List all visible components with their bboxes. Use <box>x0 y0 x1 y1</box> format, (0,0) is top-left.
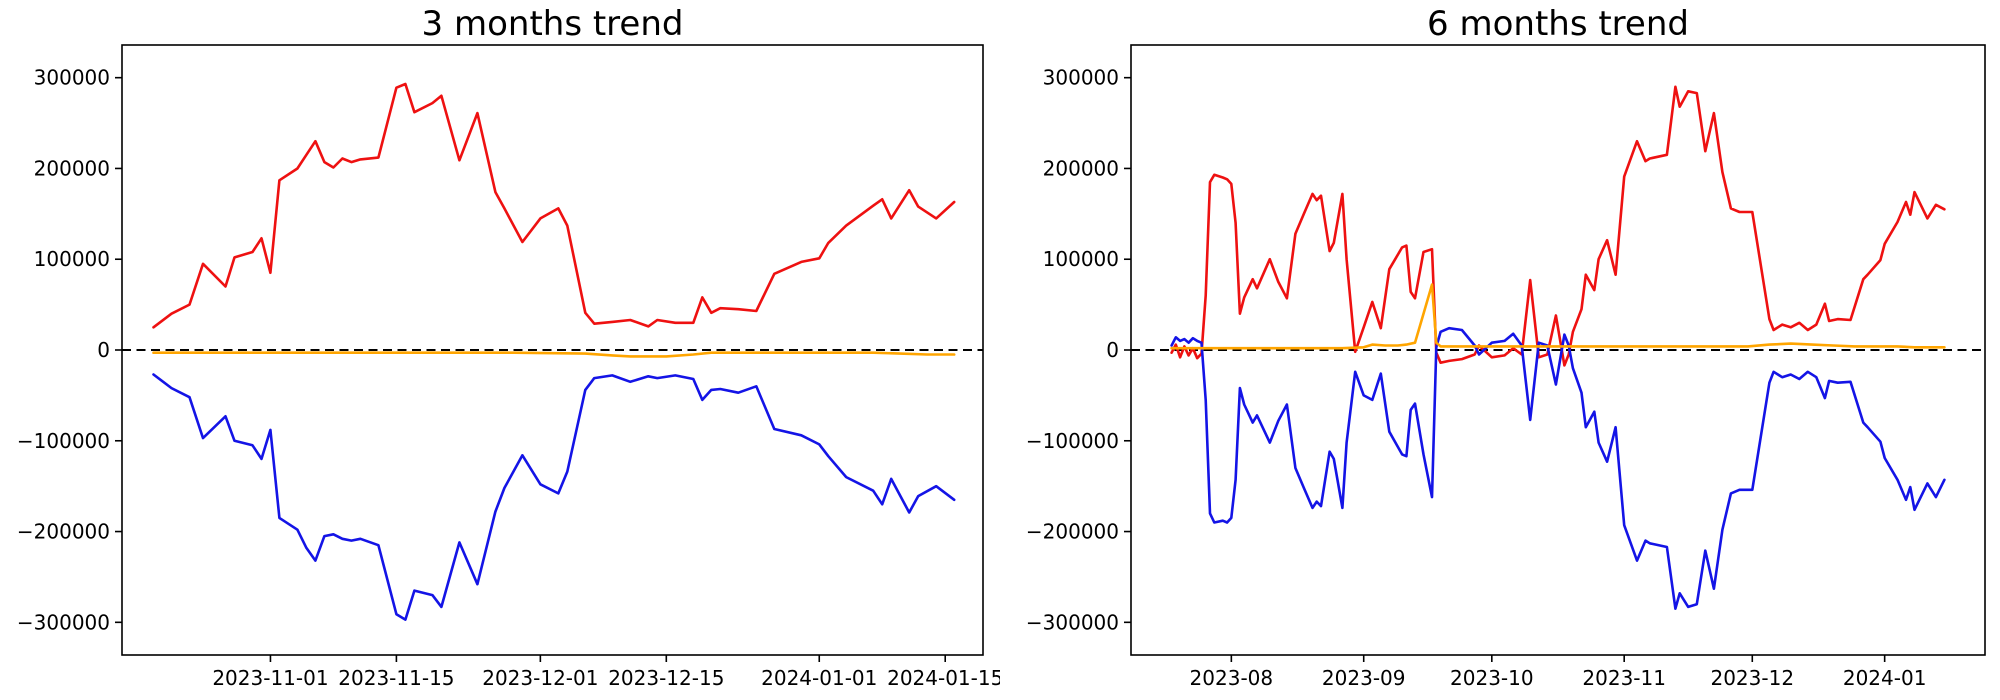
x-axis-tick-label: 2024-01 <box>1843 666 1927 690</box>
y-axis-tick-label: −100000 <box>1026 429 1119 453</box>
series-line-lower-trend-blue <box>1170 326 1946 611</box>
y-axis-tick-label: 0 <box>97 338 110 362</box>
chart-title-6-months: 6 months trend <box>1427 4 1689 44</box>
y-axis-tick-label: −200000 <box>17 520 110 544</box>
y-axis-tick-label: 100000 <box>1043 247 1119 271</box>
y-axis-tick-label: 0 <box>1106 338 1119 362</box>
y-axis-tick-label: 100000 <box>34 247 110 271</box>
y-axis-tick-label: 300000 <box>1043 66 1119 90</box>
series-line-lower-trend-blue <box>152 373 956 621</box>
series-line-upper-trend-red <box>152 82 956 329</box>
plot-3-months-trend: −300000 −200000 −100000 0 100000 200000 300000… <box>17 44 1000 690</box>
x-axis-tick-label: 2023-11-15 <box>338 666 454 690</box>
y-axis-tick-label: −300000 <box>17 610 110 634</box>
y-axis-tick-label: 200000 <box>34 156 110 180</box>
x-axis-tick-label: 2023-12-01 <box>482 666 598 690</box>
x-axis-tick-label: 2023-11 <box>1582 666 1666 690</box>
series-line-upper-trend-red <box>1170 85 1946 367</box>
x-axis-tick-label: 2023-11-01 <box>212 666 328 690</box>
series-line-neutral-trend-orange <box>152 351 956 358</box>
x-axis-tick-label: 2024-01-15 <box>887 666 1000 690</box>
plot-6-months-trend: −300000 −200000 −100000 0 100000 200000 300000… <box>1026 44 1986 690</box>
chart-title-3-months: 3 months trend <box>421 4 684 44</box>
x-axis-tick-label: 2023-08 <box>1190 666 1274 690</box>
x-axis-tick-label: 2023-12 <box>1710 666 1794 690</box>
x-axis-tick-label: 2023-09 <box>1322 666 1406 690</box>
y-axis-tick-label: −200000 <box>1026 520 1119 544</box>
x-axis-tick-label: 2024-01-01 <box>761 666 877 690</box>
y-axis-tick-label: 200000 <box>1043 156 1119 180</box>
x-axis-tick-label: 2023-12-15 <box>608 666 724 690</box>
series-line-neutral-trend-orange <box>1170 283 1946 350</box>
y-axis-tick-label: −100000 <box>17 429 110 453</box>
y-axis-tick-label: 300000 <box>34 66 110 90</box>
x-axis-tick-label: 2023-10 <box>1450 666 1534 690</box>
y-axis-tick-label: −300000 <box>1026 610 1119 634</box>
